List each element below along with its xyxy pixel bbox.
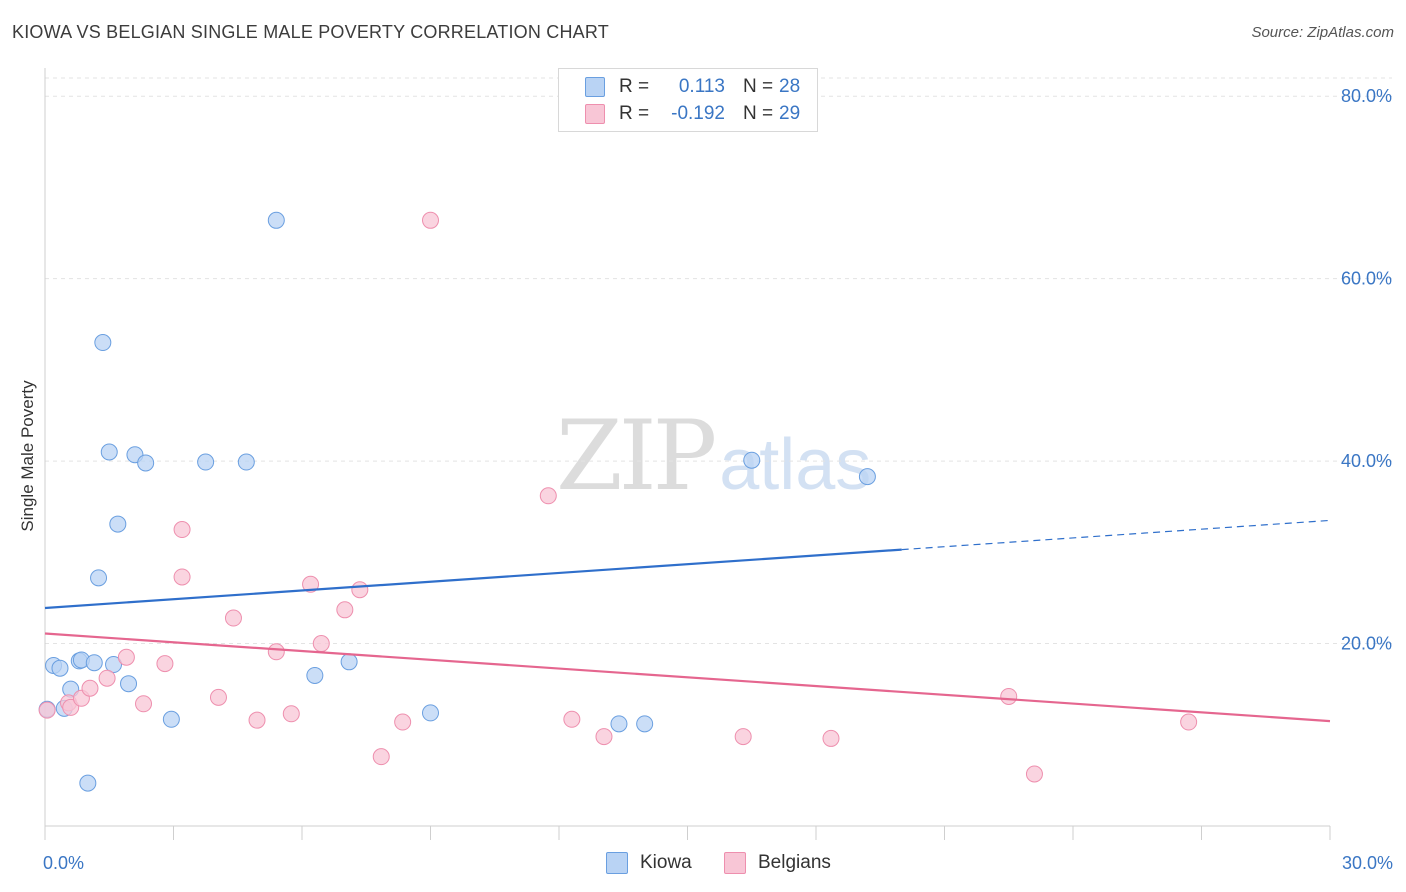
kiowa-point [162,710,180,728]
y-tick-label: 40.0% [1341,451,1392,471]
y-tick-label: 20.0% [1341,634,1392,654]
kiowa-point [237,453,255,471]
legend-item-kiowa: Kiowa [606,852,692,874]
kiowa-point [267,211,285,229]
legend-row-kiowa: R = 0.113 N = 28 [585,75,800,99]
legend-r-value: -0.192 [671,103,725,124]
correlation-legend: R = 0.113 N = 28 R = -0.192 N = 29 [558,68,818,132]
belgians-point [1180,713,1198,731]
kiowa-point [79,774,97,792]
series-legend: Kiowa Belgians [0,852,1406,876]
kiowa-point [197,453,215,471]
zipatlas-watermark: ZIPatlas [556,400,871,512]
legend-n-value: 28 [779,76,801,97]
kiowa-swatch [606,852,628,874]
belgians-point [312,635,330,653]
belgians-point [595,728,613,746]
belgians-point [282,705,300,723]
belgians-point [224,609,242,627]
kiowa-point [85,654,103,672]
belgians-point [209,688,227,706]
watermark-atlas: atlas [719,425,872,505]
kiowa-point [340,653,358,671]
belgians-trend-line [44,632,1331,723]
belgians-point [563,710,581,728]
belgians-point [81,679,99,697]
kiowa-point [422,704,439,722]
belgians-point [539,487,557,505]
kiowa-trend-extension [901,519,1331,551]
legend-n-value: 29 [779,103,801,124]
belgians-point [267,643,285,661]
kiowa-point [137,454,155,472]
x-tick-label: 30.0% [1342,853,1393,873]
kiowa-point [100,443,118,461]
legend-r-label: R = [619,76,650,97]
kiowa-point [610,715,628,733]
kiowa-trend-line [44,548,902,610]
legend-n-label: N = [743,103,774,124]
belgians-swatch [585,104,605,124]
belgians-point [822,729,840,747]
kiowa-point [105,656,123,674]
chart-title: KIOWA VS BELGIAN SINGLE MALE POVERTY COR… [12,22,609,42]
y-tick-label: 60.0% [1341,269,1392,289]
belgians-point [38,701,56,719]
belgians-point [1000,687,1018,705]
kiowa-point [120,675,138,693]
belgians-point [734,728,752,746]
belgians-point [1025,765,1043,783]
legend-item-label: Belgians [758,852,831,873]
y-tick-label: 80.0% [1341,86,1392,106]
watermark-zip: ZIP [556,400,717,512]
legend-row-belgians: R = -0.192 N = 29 [585,102,800,126]
legend-r-value: 0.113 [678,76,725,97]
legend-item-belgians: Belgians [724,852,831,874]
belgians-point [394,713,412,731]
kiowa-point [109,515,127,533]
belgians-point [372,748,390,766]
belgians-swatch [724,852,746,874]
kiowa-point [306,666,324,684]
kiowa-point [858,468,876,486]
belgians-point [135,695,153,713]
kiowa-point [743,451,761,469]
x-tick-label: 0.0% [43,853,84,873]
legend-item-label: Kiowa [640,852,692,873]
belgians-point [248,711,266,729]
belgians-point [98,669,116,687]
kiowa-point [90,569,108,587]
belgians-point [302,575,320,593]
kiowa-point [94,334,112,352]
y-axis-label: Single Male Poverty [18,380,37,532]
belgians-point [422,211,439,229]
belgians-point [336,601,354,619]
belgians-point [117,648,135,666]
kiowa-point [51,659,69,677]
legend-n-label: N = [743,76,774,97]
source-credit: Source: ZipAtlas.com [1251,24,1394,41]
belgians-point [173,521,191,539]
belgians-point [173,568,191,586]
kiowa-point [636,715,654,733]
belgians-point [351,581,369,599]
kiowa-swatch [585,77,605,97]
belgians-point [156,655,174,673]
legend-r-label: R = [619,103,650,124]
